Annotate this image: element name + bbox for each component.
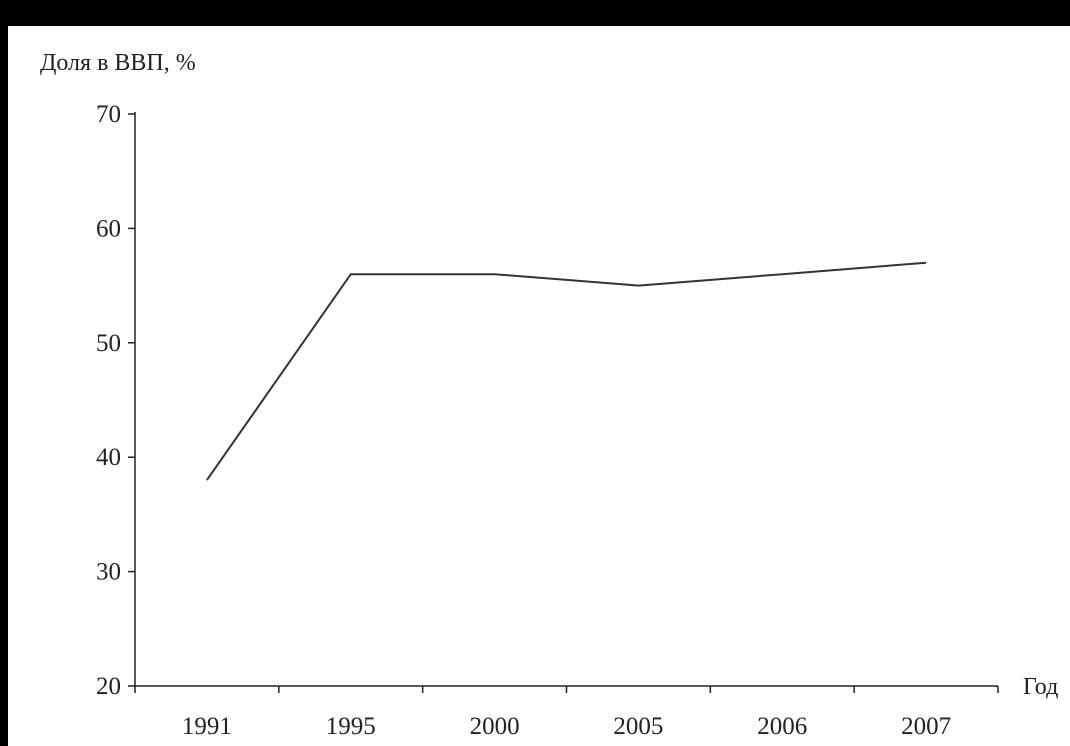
- x-tick-label: 2007: [901, 713, 951, 740]
- y-tick-label: 60: [96, 215, 121, 242]
- series-line: [206, 261, 927, 481]
- y-axis-title: Доля в ВВП, %: [40, 50, 196, 76]
- y-tick-label: 20: [96, 673, 121, 700]
- x-tick-label: 1995: [326, 713, 376, 740]
- x-tick-label: 2006: [757, 713, 807, 740]
- y-tick-label: 30: [96, 559, 121, 586]
- line-chart: Доля в ВВП, % Год 20 30 40 50 60 70 1991 1995 2…: [40, 50, 1058, 740]
- y-tick-label: 40: [96, 444, 121, 471]
- y-tick-label: 70: [96, 101, 121, 128]
- x-axis-title: Год: [1023, 674, 1058, 700]
- x-axis-ticks: 1991 1995 2000 2005 2006 2007: [134, 686, 999, 740]
- x-tick-label: 1991: [182, 713, 232, 740]
- x-tick-label: 2005: [613, 713, 663, 740]
- x-tick-label: 2000: [470, 713, 520, 740]
- series-layer: [206, 261, 927, 481]
- y-tick-label: 50: [96, 330, 121, 357]
- chart-frame: Доля в ВВП, % Год 20 30 40 50 60 70 1991 1995 2…: [8, 26, 1070, 746]
- y-axis-ticks: 20 30 40 50 60 70: [96, 101, 135, 700]
